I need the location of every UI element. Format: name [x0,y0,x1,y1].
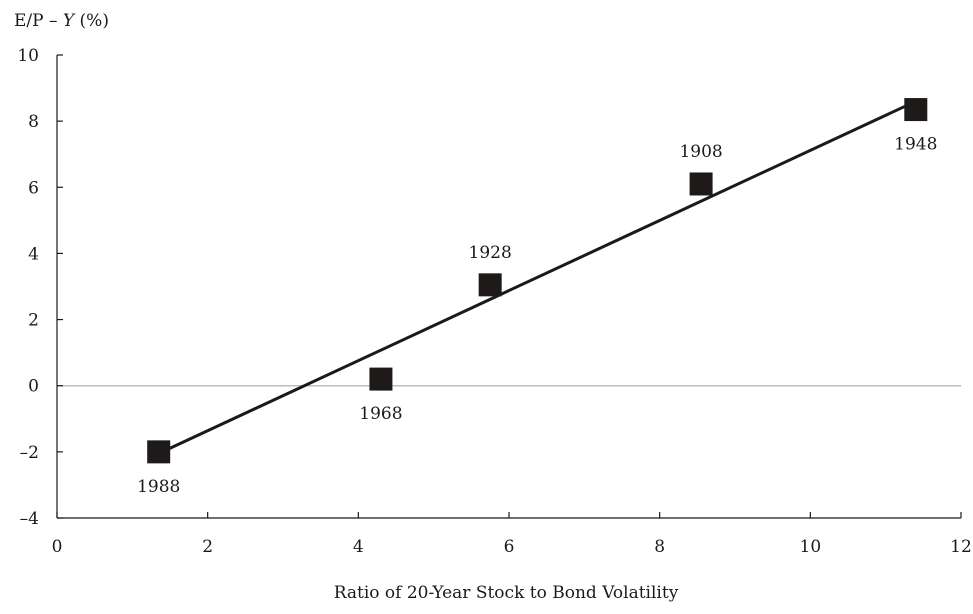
x-tick-label: 4 [353,537,364,557]
point-label-1968: 1968 [359,404,402,424]
x-tick-label: 2 [202,537,213,557]
x-tick-label: 12 [950,537,972,557]
points-layer: 1988 1968 1928 1908 1948 [137,98,937,497]
data-point-1948 [904,98,928,122]
y-tick-label: –2 [20,443,39,463]
y-tick-label: 10 [17,46,39,66]
y-tick-label: 4 [28,244,39,264]
axes-layer [56,55,961,519]
point-label-1928: 1928 [469,243,512,263]
point-label-1948: 1948 [894,135,937,155]
x-tick-label: 10 [800,537,822,557]
y-axis-label-part-3: (%) [74,11,109,31]
x-tick-label: 6 [504,537,515,557]
data-point-1928 [478,273,502,297]
point-label-1988: 1988 [137,477,180,497]
y-tick-label: 8 [28,112,39,132]
x-tick-label: 8 [654,537,665,557]
y-tick-label: 0 [28,377,39,397]
x-axis-label: Ratio of 20-Year Stock to Bond Volatilit… [334,583,679,603]
y-axis-label-part-1: E/P – [14,11,63,31]
data-point-1908 [689,172,713,196]
ticks-layer: 10 8 6 4 2 0 –2 –4 0 2 4 6 8 10 12 [17,46,971,557]
y-axis-label: E/P – Y (%) [14,11,109,31]
data-point-1988 [147,440,171,464]
y-tick-label: –4 [20,509,39,529]
fit-line-layer [158,99,917,455]
regression-line [158,99,917,455]
x-tick-label: 0 [52,537,63,557]
y-tick-label: 6 [28,178,39,198]
point-label-1908: 1908 [679,142,722,162]
data-point-1968 [369,367,393,391]
y-tick-label: 2 [28,311,39,331]
y-axis-label-part-2: Y [63,11,76,31]
